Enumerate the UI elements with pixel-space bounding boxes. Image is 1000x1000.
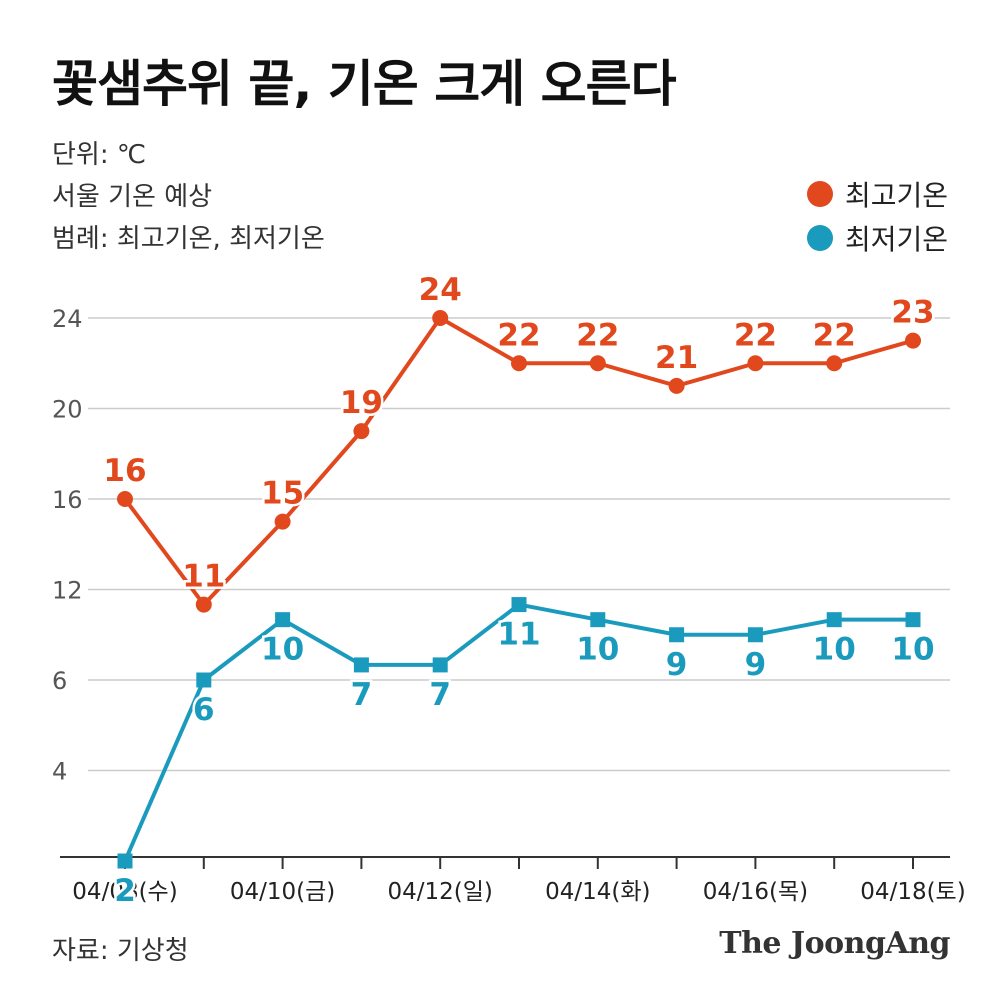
legend-item-high: 최고기온 (806, 172, 948, 216)
y-tick-label: 12 (52, 577, 83, 605)
unit-label: 단위: ℃ (52, 140, 147, 170)
source-note: 자료: 기상청 (52, 936, 189, 966)
data-label-high: 22 (813, 317, 856, 353)
data-point-high (353, 423, 370, 440)
data-label-high: 16 (103, 453, 146, 489)
legend-item-low: 최저기온 (806, 216, 948, 260)
data-point-high (117, 491, 133, 507)
data-point-high (826, 355, 843, 372)
data-point-low (432, 657, 448, 673)
data-label-high: 22 (734, 317, 777, 353)
legend: 최고기온 최저기온 (806, 172, 948, 260)
data-point-low (826, 612, 842, 628)
data-label-high: 22 (576, 317, 619, 353)
data-point-low (669, 627, 685, 643)
data-label-low: 11 (497, 617, 540, 653)
data-label-low: 6 (193, 692, 215, 728)
data-point-high (274, 513, 291, 530)
x-tick-label: 04/14(화) (545, 879, 650, 905)
data-point-high (589, 355, 606, 372)
x-tick-label: 04/16(목) (703, 879, 808, 905)
legend-label-low: 최저기온 (844, 223, 948, 256)
data-point-low (196, 672, 212, 688)
data-label-high: 11 (182, 559, 225, 595)
data-label-high: 24 (419, 272, 462, 308)
x-tick-label: 04/12(일) (388, 879, 493, 905)
data-point-high (747, 355, 764, 372)
x-tick-label: 04/08(수) (72, 879, 177, 905)
legend-label-high: 최고기온 (844, 179, 948, 212)
data-point-high (195, 596, 212, 613)
y-tick-label: 24 (52, 305, 83, 333)
data-label-low: 7 (351, 677, 373, 713)
data-label-high: 19 (340, 385, 383, 421)
chart-title: 꽃샘추위 끝, 기온 크게 오른다 (52, 55, 677, 113)
data-label-low: 9 (745, 647, 767, 683)
data-label-low: 7 (429, 677, 451, 713)
x-tick-label: 04/10(금) (230, 879, 335, 905)
data-label-low: 10 (813, 632, 856, 668)
data-point-low (511, 597, 527, 613)
data-point-low (747, 627, 763, 643)
data-label-low: 10 (891, 632, 934, 668)
chart-subtitle: 서울 기온 예상 (52, 182, 213, 212)
data-label-low: 9 (666, 647, 688, 683)
data-point-high (668, 377, 685, 394)
data-point-low (117, 853, 133, 869)
data-point-high (432, 310, 449, 326)
publisher-logo: The JoongAng (719, 926, 950, 961)
data-label-high: 23 (891, 295, 934, 331)
data-label-low: 10 (576, 632, 619, 668)
data-label-high: 21 (655, 340, 698, 376)
data-label-low: 10 (261, 632, 304, 668)
data-point-low (353, 657, 369, 673)
data-point-high (905, 332, 921, 349)
data-label-low: 2 (114, 873, 136, 909)
legend-marker-low (806, 225, 833, 251)
legend-marker-high (806, 181, 833, 207)
y-tick-label: 4 (52, 758, 67, 786)
data-label-high: 15 (261, 476, 304, 512)
y-tick-label: 6 (52, 667, 67, 695)
data-point-low (590, 612, 606, 628)
x-tick-label: 04/18(토) (860, 879, 965, 905)
y-tick-label: 16 (52, 486, 83, 514)
y-tick-label: 20 (52, 396, 83, 424)
legend-text: 범례: 최고기온, 최저기온 (52, 224, 325, 254)
data-point-low (275, 612, 291, 628)
data-point-high (511, 355, 527, 372)
data-label-high: 22 (497, 317, 540, 353)
data-point-low (905, 612, 921, 628)
